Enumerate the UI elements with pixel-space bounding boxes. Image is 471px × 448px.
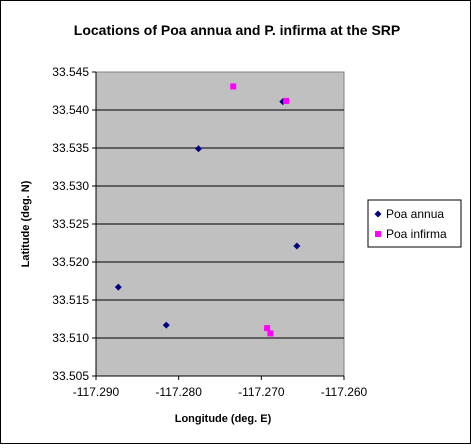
legend-label-poa-infirma: Poa infirma (386, 227, 447, 241)
data-point-poa-infirma (264, 325, 271, 332)
axes (92, 71, 345, 380)
y-tick-label: 33.535 (52, 141, 89, 155)
data-point-poa-infirma (230, 83, 237, 90)
data-point-poa-annua (195, 145, 203, 153)
y-tick-labels: 33.545 33.540 33.535 33.530 33.525 33.520 33.5… (52, 65, 89, 383)
legend-marker-poa-annua (374, 210, 382, 218)
x-tick-labels: -117.290 -117.280 -117.270 -117.260 (73, 385, 368, 399)
y-tick-label: 33.515 (52, 293, 89, 307)
y-tick-label: 33.545 (52, 65, 89, 79)
y-tick-label: 33.505 (52, 369, 89, 383)
chart-title: Locations of Poa annua and P. infirma at… (74, 22, 400, 38)
data-point-poa-annua (162, 321, 170, 329)
data-point-poa-infirma (267, 330, 274, 337)
y-tick-label: 33.510 (52, 331, 89, 345)
data-point-poa-annua (293, 242, 301, 250)
data-point-poa-infirma (283, 97, 290, 104)
x-tick-label: -117.260 (321, 385, 368, 399)
x-tick-label: -117.280 (155, 385, 202, 399)
y-tick-label: 33.540 (52, 103, 89, 117)
data-points (114, 83, 301, 337)
legend-label-poa-annua: Poa annua (386, 207, 444, 221)
y-tick-label: 33.525 (52, 217, 89, 231)
x-tick-label: -117.270 (238, 385, 285, 399)
legend-marker-poa-infirma (375, 231, 381, 237)
x-axis-label: Longitude (deg. E) (175, 413, 272, 425)
grid-lines (96, 109, 344, 339)
legend: Poa annua Poa infirma (367, 199, 462, 248)
legend-box (367, 199, 462, 248)
legend-markers (374, 210, 382, 237)
data-point-poa-annua (114, 283, 122, 291)
y-axis-label: Latitude (deg. N) (20, 180, 32, 267)
y-tick-label: 33.530 (52, 179, 89, 193)
y-tick-label: 33.520 (52, 255, 89, 269)
x-tick-label: -117.290 (73, 385, 120, 399)
